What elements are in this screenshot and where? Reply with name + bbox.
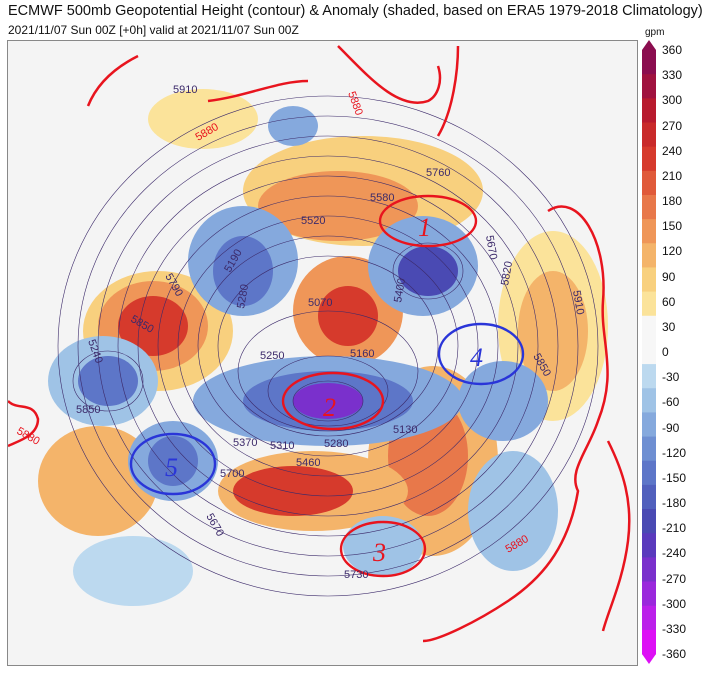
contour-label: 5070 bbox=[308, 297, 332, 309]
contour-label: 5160 bbox=[350, 348, 374, 360]
contour-label: 5850 bbox=[76, 404, 100, 416]
colorbar-segment bbox=[642, 364, 656, 389]
annotation-numbers: 1 2 3 4 5 bbox=[165, 213, 483, 567]
colorbar-tick-label: 300 bbox=[662, 93, 683, 108]
contour-label: 5700 bbox=[220, 468, 244, 480]
annotation-label-1: 1 bbox=[418, 213, 431, 242]
colorbar-segment bbox=[642, 484, 656, 510]
annotation-label-3: 3 bbox=[372, 538, 386, 567]
colorbar-segment bbox=[642, 605, 656, 631]
colorbar-segment bbox=[642, 170, 656, 196]
colorbar-segment bbox=[642, 388, 656, 413]
colorbar-segment bbox=[642, 412, 656, 438]
map-panel: 1 2 3 4 5 5910 5880 5880 5760 5580 5520 … bbox=[7, 40, 638, 666]
colorbar-unit: gpm bbox=[645, 27, 665, 38]
contour-label: 5820 bbox=[499, 260, 515, 286]
contour-label: 5460 bbox=[296, 457, 320, 469]
colorbar-segment bbox=[642, 533, 656, 558]
colorbar-segment bbox=[642, 436, 656, 462]
colorbar-tick-label: 60 bbox=[662, 294, 676, 309]
annotation-label-2: 2 bbox=[323, 393, 336, 422]
colorbar-top-arrow bbox=[642, 40, 656, 50]
contour-label: 5280 bbox=[324, 438, 348, 450]
contour-label: 5250 bbox=[260, 350, 284, 362]
contour-label: 5400 bbox=[392, 277, 408, 303]
colorbar-tick-label: 30 bbox=[662, 319, 676, 334]
colorbar-segment bbox=[642, 219, 656, 244]
annotation-circle-1 bbox=[378, 194, 478, 248]
colorbar-tick-label: -150 bbox=[662, 470, 687, 485]
colorbar-tick-label: 120 bbox=[662, 244, 683, 259]
colorbar-tick-label: 270 bbox=[662, 118, 683, 133]
colorbar-segment bbox=[642, 50, 656, 75]
colorbar-segment bbox=[642, 243, 656, 268]
polar-map: 1 2 3 4 5 5910 5880 5880 5760 5580 5520 … bbox=[8, 41, 637, 665]
chart-subtitle: 2021/11/07 Sun 00Z [+0h] valid at 2021/1… bbox=[8, 23, 299, 37]
colorbar-tick-label: -360 bbox=[662, 647, 687, 661]
colorbar-segment bbox=[642, 291, 656, 317]
colorbar-segment bbox=[642, 460, 656, 486]
colorbar-segment bbox=[642, 194, 656, 220]
contour-label: 5670 bbox=[483, 234, 499, 260]
colorbar-tick-label: 360 bbox=[662, 43, 683, 57]
colorbar bbox=[642, 40, 656, 664]
colorbar-segment bbox=[642, 509, 656, 534]
contour-label: 5910 bbox=[173, 84, 197, 96]
colorbar-segment bbox=[642, 122, 656, 148]
annotation-label-5: 5 bbox=[165, 453, 178, 482]
annotation-circles bbox=[129, 194, 525, 578]
colorbar-tick-label: -60 bbox=[662, 395, 680, 410]
contour-label: 5730 bbox=[344, 569, 368, 581]
colorbar-tick-label: -300 bbox=[662, 596, 687, 611]
colorbar-tick-label: 0 bbox=[662, 345, 669, 359]
contour-label: 5370 bbox=[233, 437, 257, 449]
chart-title: ECMWF 500mb Geopotential Height (contour… bbox=[8, 3, 703, 19]
colorbar-tick-label: -270 bbox=[662, 571, 687, 586]
colorbar-tick-label: -330 bbox=[662, 621, 687, 636]
colorbar-tick-label: -30 bbox=[662, 370, 680, 385]
contour-label: 5130 bbox=[393, 424, 417, 436]
height-contours bbox=[57, 95, 599, 597]
colorbar-tick-label: 210 bbox=[662, 168, 683, 183]
colorbar-tick-label: 330 bbox=[662, 68, 683, 83]
colorbar-tick-label: -210 bbox=[662, 521, 687, 536]
colorbar-tick-label: -90 bbox=[662, 420, 680, 435]
highlight-5880-contour bbox=[8, 45, 631, 643]
colorbar-segment bbox=[642, 581, 656, 607]
annotation-circle-5 bbox=[129, 432, 217, 496]
colorbar-bottom-arrow bbox=[642, 654, 656, 664]
colorbar-segment bbox=[642, 629, 656, 655]
colorbar-segment bbox=[642, 74, 656, 99]
colorbar-tick-label: -120 bbox=[662, 445, 687, 460]
colorbar-segment bbox=[642, 267, 656, 293]
contour-label: 5760 bbox=[426, 167, 450, 179]
annotation-circle-4 bbox=[437, 322, 525, 386]
colorbar-segment bbox=[642, 339, 656, 365]
annotation-label-4: 4 bbox=[470, 343, 483, 372]
colorbar-segment bbox=[642, 557, 656, 583]
colorbar-segment bbox=[642, 146, 656, 172]
colorbar-segment bbox=[642, 98, 656, 123]
colorbar-tick-label: 240 bbox=[662, 143, 683, 158]
contour-label: 5310 bbox=[270, 440, 294, 452]
colorbar-tick-label: -240 bbox=[662, 546, 687, 561]
contour-label: 5280 bbox=[235, 283, 251, 309]
colorbar-tick-label: 90 bbox=[662, 269, 676, 284]
colorbar-segment bbox=[642, 315, 656, 341]
colorbar-tick-label: -180 bbox=[662, 496, 687, 510]
colorbar-tick-label: 150 bbox=[662, 219, 683, 234]
contour-label: 5910 bbox=[570, 289, 586, 315]
annotation-circle-3 bbox=[339, 520, 427, 578]
colorbar-tick-label: 180 bbox=[662, 194, 683, 208]
contour-label: 5520 bbox=[301, 215, 325, 227]
contour-label: 5580 bbox=[370, 192, 394, 204]
annotation-circle-2 bbox=[281, 371, 385, 431]
